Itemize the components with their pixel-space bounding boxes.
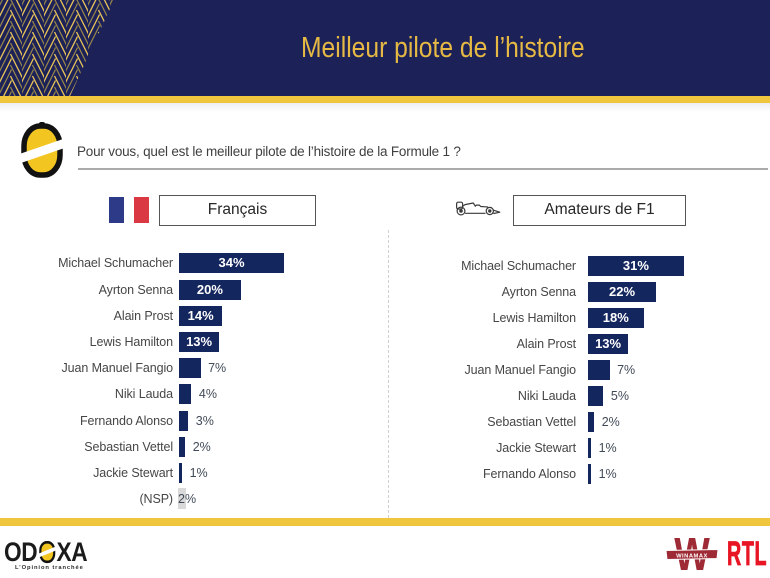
svg-text:WINAMAX: WINAMAX	[676, 553, 708, 559]
